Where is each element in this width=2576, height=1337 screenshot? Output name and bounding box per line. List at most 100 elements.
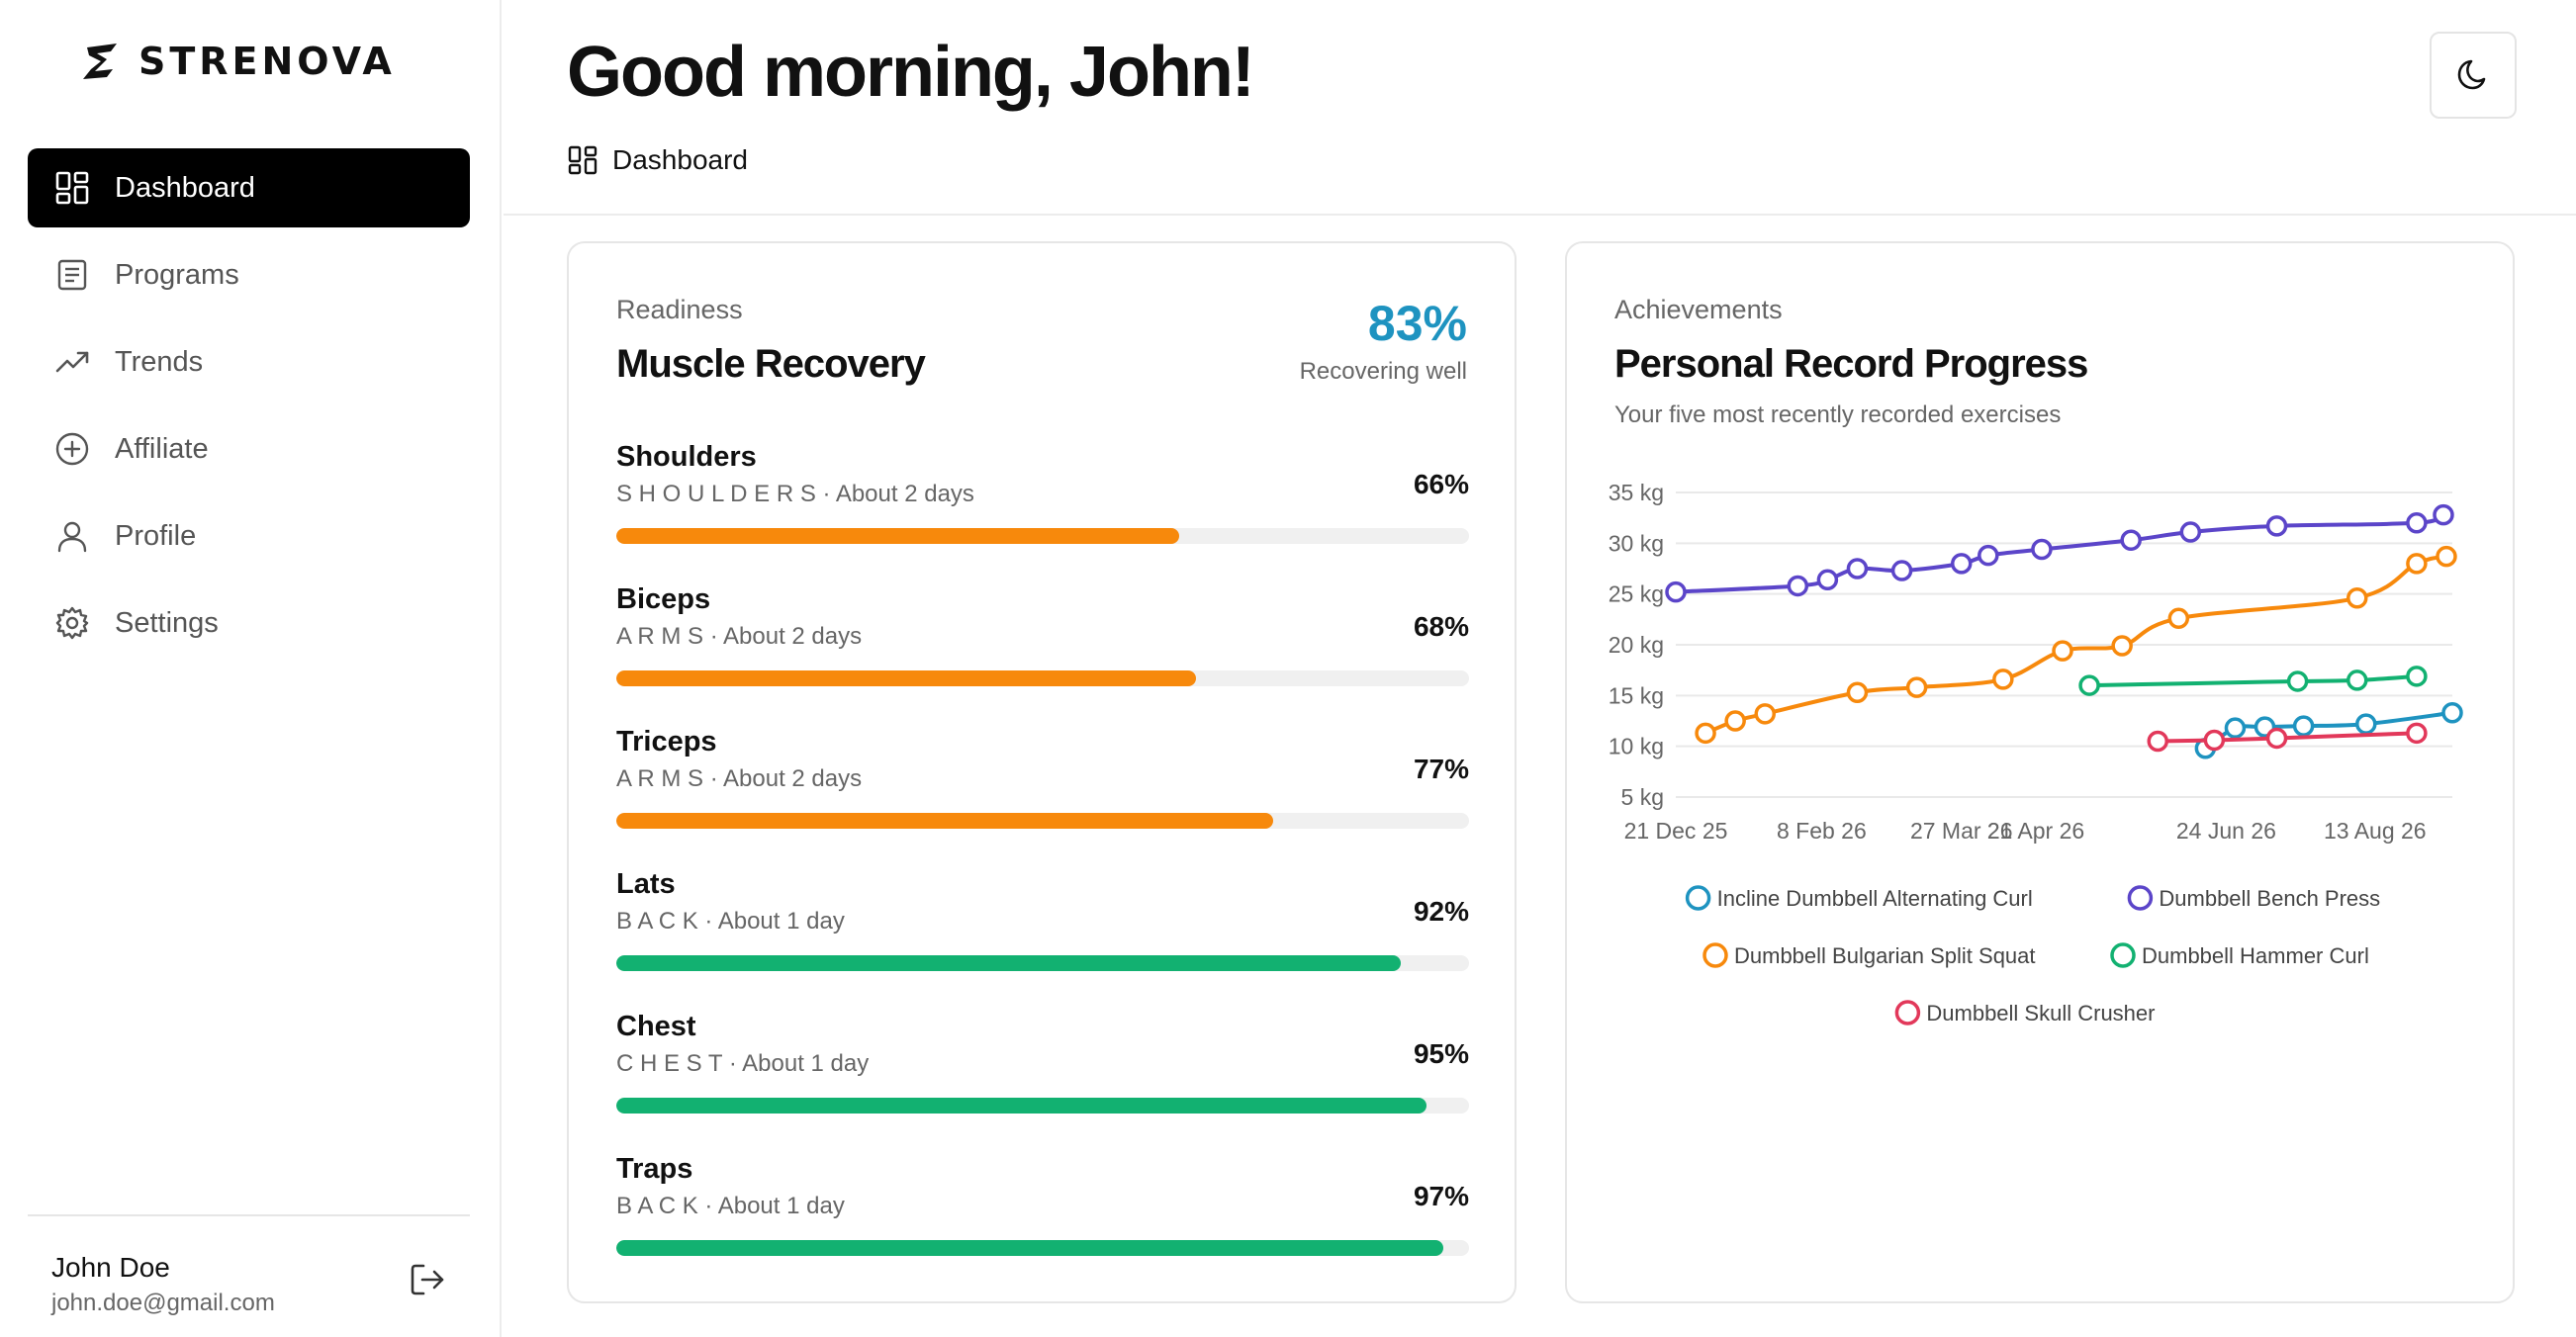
muscle-name: Lats xyxy=(616,868,676,900)
data-point xyxy=(2203,729,2226,752)
data-point xyxy=(2147,730,2168,753)
muscle-name: Biceps xyxy=(616,583,711,615)
legend-marker xyxy=(2110,942,2136,968)
logout-icon xyxy=(411,1264,444,1295)
data-point xyxy=(1978,544,1999,567)
readiness-percent: 83% xyxy=(1367,296,1467,351)
brand-name: STRENOVA xyxy=(138,40,396,83)
data-point xyxy=(1724,710,1746,732)
page-header: Good morning, John! Dashboard xyxy=(504,0,2576,216)
affiliate-icon xyxy=(53,430,91,468)
legend-label: Dumbbell Skull Crusher xyxy=(1926,1001,2155,1025)
recovery-bar-fill xyxy=(616,670,1197,686)
data-point xyxy=(1816,569,1839,591)
data-point xyxy=(2346,587,2368,609)
muscle-recovery-card: Readiness Muscle Recovery 83% Recovering… xyxy=(567,241,1517,1303)
muscle-percent: 97% xyxy=(1413,1181,1469,1211)
recovery-bar-fill xyxy=(616,528,1179,544)
data-point xyxy=(1950,553,1973,575)
data-point xyxy=(1890,560,1913,581)
muscle-name: Triceps xyxy=(616,726,717,758)
data-point xyxy=(2436,545,2457,568)
sidebar-nav: Dashboard Programs Trends Affiliate Prof… xyxy=(28,148,470,670)
data-point xyxy=(1905,676,1928,698)
legend-label: Dumbbell Bench Press xyxy=(2159,886,2380,911)
sidebar-item-affiliate[interactable]: Affiliate xyxy=(28,409,470,489)
data-point xyxy=(2265,727,2288,750)
data-point xyxy=(1787,575,1809,597)
logout-button[interactable] xyxy=(406,1258,449,1301)
card-subtitle: Your five most recently recorded exercis… xyxy=(1614,401,2062,428)
data-point xyxy=(1846,558,1869,579)
muscle-percent: 77% xyxy=(1413,754,1469,784)
data-point xyxy=(1695,722,1716,745)
sidebar-item-programs[interactable]: Programs xyxy=(28,235,470,314)
legend-marker xyxy=(2127,885,2154,911)
programs-icon xyxy=(53,256,91,294)
data-point xyxy=(2120,529,2142,552)
sidebar-item-dashboard[interactable]: Dashboard xyxy=(28,148,470,227)
x-tick-label: 21 Dec 25 xyxy=(1624,818,1728,844)
card-eyebrow: Readiness xyxy=(616,295,743,324)
recovery-bar-track xyxy=(616,1098,1469,1114)
card-title: Personal Record Progress xyxy=(1614,342,2088,386)
data-point xyxy=(2052,640,2073,662)
legend-marker xyxy=(1685,885,1711,911)
dashboard-icon xyxy=(568,145,598,175)
data-point xyxy=(2111,635,2133,657)
muscle-meta: C H E S T · About 1 day xyxy=(616,1050,870,1077)
y-tick-label: 20 kg xyxy=(1609,632,1664,658)
data-point xyxy=(2406,553,2428,575)
recovery-bar-track xyxy=(616,528,1469,544)
user-email: john.doe@gmail.com xyxy=(51,1290,275,1316)
dashboard-icon xyxy=(53,169,91,207)
sidebar-item-trends[interactable]: Trends xyxy=(28,322,470,401)
x-tick-label: 13 Aug 26 xyxy=(2324,818,2427,844)
muscle-name: Traps xyxy=(616,1153,693,1185)
muscle-row: Triceps A R M S · About 2 days 77% xyxy=(616,726,1469,868)
data-point xyxy=(2179,521,2202,543)
data-point xyxy=(2346,669,2368,691)
pr-progress-chart: 5 kg 10 kg 15 kg 20 kg 25 kg 30 kg 35 kg 21 Dec… xyxy=(1609,480,2463,1025)
data-point xyxy=(2406,666,2428,687)
sidebar-item-label: Programs xyxy=(115,258,239,291)
brand-logo[interactable]: STRENOVA xyxy=(77,38,396,85)
breadcrumb: Dashboard xyxy=(567,144,748,176)
recovery-bar-track xyxy=(616,813,1469,829)
recovery-bar-fill xyxy=(616,1098,1426,1114)
muscle-meta: A R M S · About 2 days xyxy=(616,623,863,650)
recovery-bar-fill xyxy=(616,813,1273,829)
series-line xyxy=(2158,731,2417,744)
sidebar-item-label: Trends xyxy=(115,345,204,378)
x-tick-label: 8 Feb 26 xyxy=(1777,818,1867,844)
series-line xyxy=(2089,673,2418,688)
muscle-name: Chest xyxy=(616,1011,696,1042)
data-point xyxy=(1665,580,1687,603)
theme-toggle-button[interactable] xyxy=(2430,32,2517,119)
data-point xyxy=(2433,503,2454,526)
muscle-name: Shoulders xyxy=(616,441,757,473)
trends-icon xyxy=(53,343,91,381)
muscle-percent: 92% xyxy=(1413,896,1469,927)
y-tick-label: 5 kg xyxy=(1621,784,1664,810)
muscle-row: Chest C H E S T · About 1 day 95% xyxy=(616,1011,1469,1153)
legend-label: Dumbbell Bulgarian Split Squat xyxy=(1734,943,2036,968)
readiness-status: Recovering well xyxy=(1299,358,1467,385)
legend-label: Incline Dumbbell Alternating Curl xyxy=(1717,886,2033,911)
muscle-row: Traps B A C K · About 1 day 97% xyxy=(616,1153,1469,1295)
legend-marker xyxy=(1702,942,1728,968)
data-point xyxy=(1992,668,2014,690)
sidebar-item-profile[interactable]: Profile xyxy=(28,496,470,576)
sidebar-item-settings[interactable]: Settings xyxy=(28,583,470,663)
x-tick-label: 24 Jun 26 xyxy=(2176,818,2276,844)
data-point xyxy=(2031,538,2053,561)
recovery-bar-track xyxy=(616,670,1469,686)
sidebar: STRENOVA Dashboard Programs Trends Affil… xyxy=(0,0,502,1337)
profile-icon xyxy=(53,517,91,555)
page-title: Good morning, John! xyxy=(567,33,1255,112)
recovery-bar-fill xyxy=(616,955,1402,971)
sidebar-item-label: Affiliate xyxy=(115,432,209,465)
data-point xyxy=(2265,515,2288,537)
breadcrumb-label[interactable]: Dashboard xyxy=(612,144,748,175)
logo-mark-icon xyxy=(83,44,117,79)
